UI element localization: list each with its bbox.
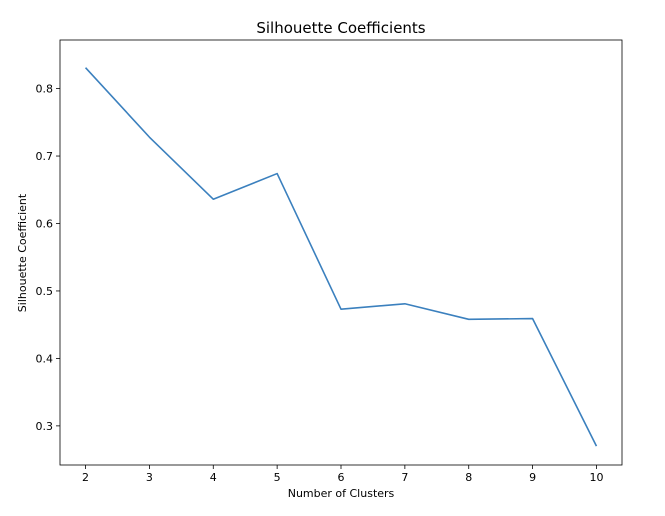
x-tick-label: 10 [589,471,603,484]
y-tick-label: 0.8 [36,83,54,96]
x-tick-label: 8 [465,471,472,484]
x-tick-label: 6 [338,471,345,484]
y-tick-label: 0.4 [36,352,54,365]
series-layer [84,67,598,447]
x-tick-label: 3 [146,471,153,484]
y-tick-label: 0.6 [36,217,54,230]
x-tick-label: 4 [210,471,217,484]
y-tick-label: 0.5 [36,285,54,298]
chart-title: Silhouette Coefficients [256,19,425,37]
y-tick-label: 0.3 [36,420,54,433]
y-axis-label: Silhouette Coefficient [16,193,29,312]
x-tick-label: 7 [401,471,408,484]
series-line [84,67,598,447]
x-tick-label: 5 [274,471,281,484]
x-tick-label: 9 [529,471,536,484]
x-axis: 2 3 4 5 6 7 8 9 10 [82,465,603,484]
x-axis-label: Number of Clusters [288,487,395,500]
y-axis: 0.3 0.4 0.5 0.6 0.7 0.8 [36,83,60,433]
y-tick-label: 0.7 [36,150,54,163]
x-tick-label: 2 [82,471,89,484]
